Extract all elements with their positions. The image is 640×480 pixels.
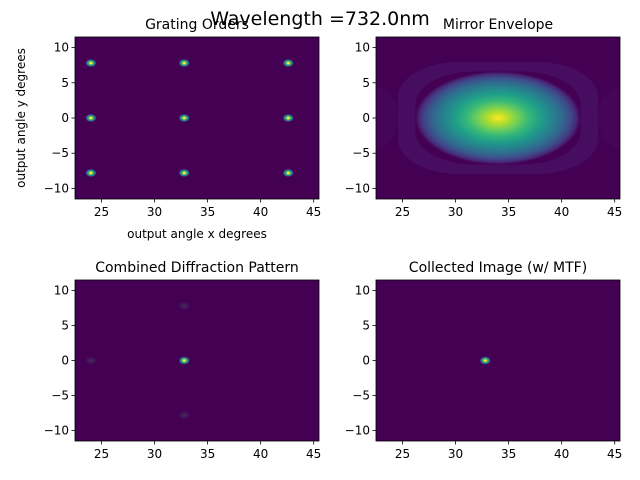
y-axis-label: output angle y degrees — [14, 48, 28, 188]
subplot-1: 25 30 35 40 45 −10 −5 0 5 10 Grating Orders output … — [14, 17, 321, 241]
x-tick-label: 30 — [147, 447, 162, 461]
diffraction-spot — [178, 411, 190, 420]
spot-core — [182, 171, 186, 175]
spot-core — [286, 171, 290, 175]
x-tick-label: 45 — [306, 205, 321, 219]
envelope-side-lobe — [376, 88, 398, 148]
diffraction-spot — [178, 301, 190, 310]
heatmap-background — [376, 280, 620, 441]
x-tick-label: 35 — [200, 447, 215, 461]
spot-core — [286, 61, 290, 65]
suptitle: Wavelength =732.0nm — [210, 8, 430, 30]
y-tick-label: −10 — [44, 424, 69, 438]
spot-core — [182, 61, 186, 65]
y-tick-label: 0 — [362, 111, 370, 125]
subplot-3: 25 30 35 40 45 −10 −5 0 5 10 Combined Diffraction … — [44, 260, 322, 461]
panel-title: Grating Orders — [145, 17, 249, 33]
heatmap-area — [479, 356, 491, 365]
diffraction-spot — [85, 356, 97, 365]
panel-title: Mirror Envelope — [443, 17, 553, 33]
panels: 25 30 35 40 45 −10 −5 0 5 10 Grating Orders output … — [14, 17, 623, 461]
x-tick-label: 35 — [200, 205, 215, 219]
x-tick-label: 40 — [554, 447, 569, 461]
x-tick-label: 35 — [501, 205, 516, 219]
y-tick-label: 10 — [54, 284, 69, 298]
subplot-2: 25 30 35 40 45 −10 −5 0 5 10 Mirror Envelope — [345, 17, 623, 219]
y-tick-label: 10 — [355, 284, 370, 298]
x-tick-label: 30 — [448, 205, 463, 219]
envelope-side-lobe — [598, 88, 620, 148]
x-tick-label: 40 — [554, 205, 569, 219]
x-tick-label: 25 — [94, 447, 109, 461]
subplot-4: 25 30 35 40 45 −10 −5 0 5 10 Collected Image (w/ M… — [345, 260, 623, 461]
heatmap-area — [376, 61, 620, 175]
y-tick-label: 0 — [61, 111, 69, 125]
panel-title: Combined Diffraction Pattern — [95, 260, 299, 276]
y-tick-label: −10 — [44, 181, 69, 195]
y-tick-label: −5 — [51, 146, 69, 160]
spot-core — [286, 116, 290, 120]
y-tick-label: 0 — [61, 354, 69, 368]
y-tick-label: −5 — [352, 146, 370, 160]
x-tick-label: 25 — [395, 447, 410, 461]
x-tick-label: 25 — [395, 205, 410, 219]
spot-core — [483, 359, 487, 362]
spot-core — [182, 116, 186, 120]
y-tick-label: 10 — [355, 41, 370, 55]
x-tick-label: 40 — [253, 447, 268, 461]
spot-core — [89, 61, 93, 65]
spot-core — [182, 359, 186, 362]
y-tick-label: 5 — [362, 76, 370, 90]
heatmap-area — [85, 301, 190, 420]
panel-title: Collected Image (w/ MTF) — [409, 260, 587, 276]
envelope-peak — [415, 71, 581, 165]
x-tick-label: 25 — [94, 205, 109, 219]
x-axis-label: output angle x degrees — [127, 227, 267, 241]
heatmap-background — [75, 280, 319, 441]
x-tick-label: 45 — [607, 447, 622, 461]
x-tick-label: 45 — [607, 205, 622, 219]
y-tick-label: −10 — [345, 424, 370, 438]
x-tick-label: 35 — [501, 447, 516, 461]
y-tick-label: 5 — [61, 319, 69, 333]
y-tick-label: −5 — [51, 389, 69, 403]
x-tick-label: 30 — [147, 205, 162, 219]
y-tick-label: −10 — [345, 181, 370, 195]
x-tick-label: 45 — [306, 447, 321, 461]
spot-core — [89, 116, 93, 120]
y-tick-label: 5 — [61, 76, 69, 90]
spot-core — [89, 171, 93, 175]
y-tick-label: 0 — [362, 354, 370, 368]
y-tick-label: 5 — [362, 319, 370, 333]
x-tick-label: 40 — [253, 205, 268, 219]
y-tick-label: 10 — [54, 41, 69, 55]
heatmap-area — [85, 59, 294, 177]
y-tick-label: −5 — [352, 389, 370, 403]
x-tick-label: 30 — [448, 447, 463, 461]
heatmap-background — [75, 37, 319, 199]
